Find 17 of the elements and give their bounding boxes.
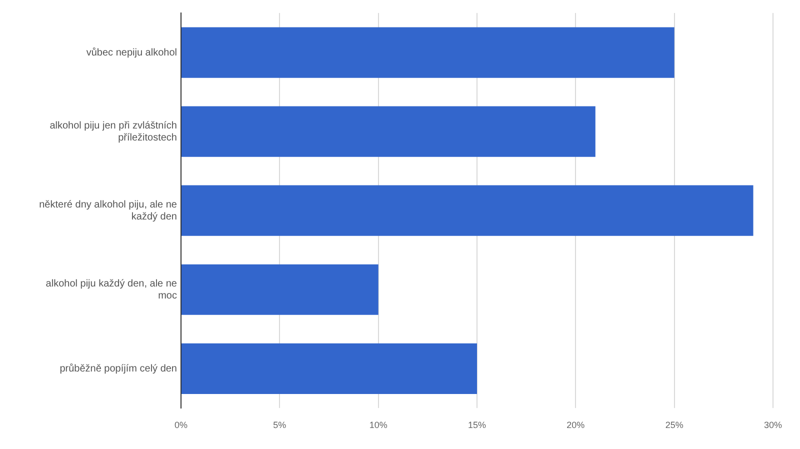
bar <box>182 27 674 78</box>
x-tick-label: 25% <box>665 420 684 430</box>
y-tick-label: průběžně popíjím celý den <box>60 362 177 374</box>
y-tick-label: alkohol piju každý den, ale ne moc <box>46 278 178 302</box>
x-tick-label: 5% <box>273 420 286 430</box>
bar <box>182 185 754 236</box>
bar <box>182 264 378 315</box>
x-tick-label: 30% <box>764 420 782 430</box>
bar <box>182 343 477 394</box>
x-tick-label: 15% <box>468 420 486 430</box>
y-tick-label: vůbec nepiju alkohol <box>86 46 177 58</box>
x-tick-label: 20% <box>566 420 585 430</box>
x-tick-label: 0% <box>174 420 188 430</box>
y-tick-label: alkohol piju jen při zvláštních příležitostech <box>50 120 177 144</box>
bar <box>182 106 596 157</box>
y-tick-label: některé dny alkohol piju, ale ne každý den <box>39 199 178 222</box>
x-tick-label: 10% <box>369 420 388 430</box>
